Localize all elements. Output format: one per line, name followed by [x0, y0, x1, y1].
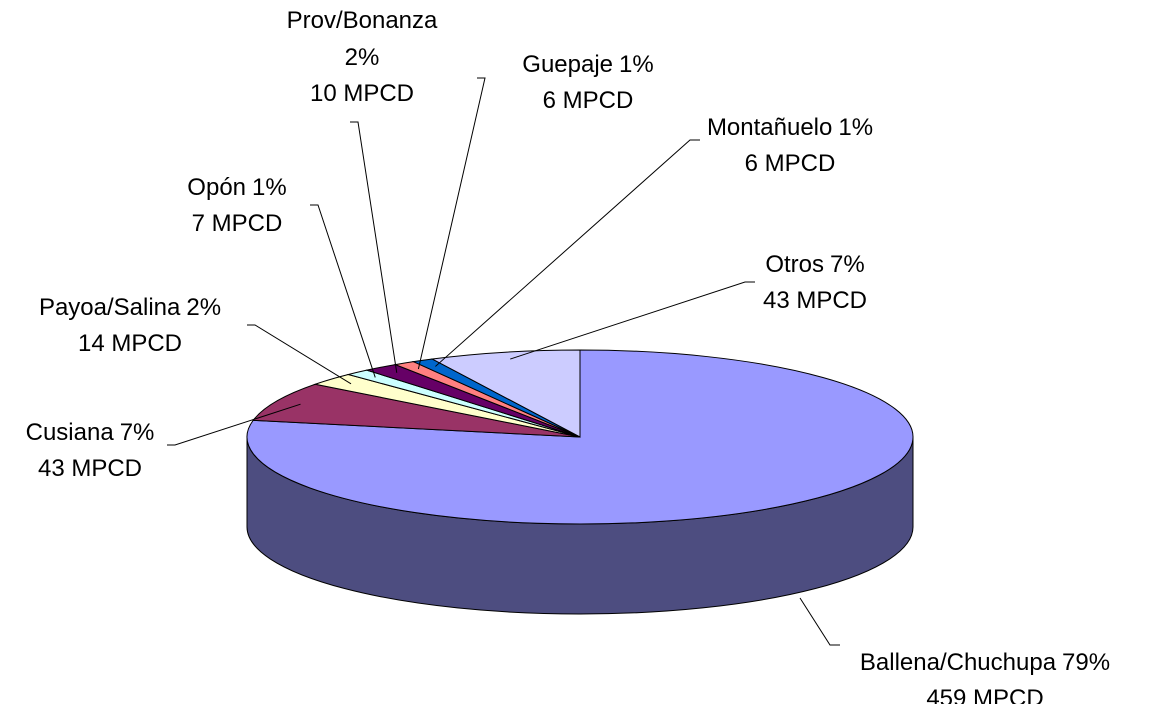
data-label: Payoa/Salina 2% 14 MPCD	[39, 294, 221, 357]
data-label: Guepaje 1% 6 MPCD	[522, 51, 653, 114]
percent-label: 7%	[120, 419, 155, 446]
category-label: Guepaje	[522, 51, 613, 78]
value-label: 10 MPCD	[310, 80, 414, 107]
value-label: 43 MPCD	[763, 287, 867, 314]
percent-label: 2%	[186, 294, 221, 321]
slice	[430, 349, 581, 438]
value-label: 6 MPCD	[543, 87, 634, 114]
value-label: 459 MPCD	[926, 685, 1043, 704]
data-label: Montañuelo 1% 6 MPCD	[707, 114, 873, 177]
leader-line	[435, 139, 700, 367]
leader-line	[350, 121, 398, 373]
data-label: Cusiana 7% 43 MPCD	[26, 419, 155, 482]
value-label: 6 MPCD	[745, 150, 836, 177]
percent-label: 7%	[830, 251, 865, 278]
data-label: Ballena/Chuchupa 79% 459 MPCD	[860, 649, 1110, 704]
data-label: Otros 7% 43 MPCD	[763, 251, 867, 314]
leader-line	[247, 324, 352, 385]
leader-line	[417, 77, 486, 370]
category-label: Ballena/Chuchupa	[860, 649, 1057, 676]
leader-line	[167, 403, 301, 446]
slice	[246, 349, 914, 525]
category-label: Opón	[187, 174, 246, 201]
value-label: 14 MPCD	[78, 330, 182, 357]
value-label: 7 MPCD	[192, 210, 283, 237]
percent-label: 1%	[252, 174, 287, 201]
category-label: Cusiana	[26, 419, 115, 446]
category-label: Payoa/Salina	[39, 294, 181, 321]
data-label: Prov/Bonanza 2% 10 MPCD	[287, 7, 438, 107]
category-label: Prov/Bonanza	[287, 7, 438, 34]
slice	[252, 383, 581, 438]
data-label: Opón 1% 7 MPCD	[187, 174, 286, 237]
percent-label: 79%	[1062, 649, 1110, 676]
value-label: 43 MPCD	[38, 455, 142, 482]
percent-label: 2%	[345, 44, 380, 71]
leader-line	[799, 597, 840, 646]
category-label: Otros	[765, 251, 824, 278]
leader-line	[310, 204, 376, 378]
percent-label: 1%	[619, 51, 654, 78]
category-label: Montañuelo	[707, 114, 832, 141]
leader-line	[510, 281, 755, 360]
percent-label: 1%	[838, 114, 873, 141]
